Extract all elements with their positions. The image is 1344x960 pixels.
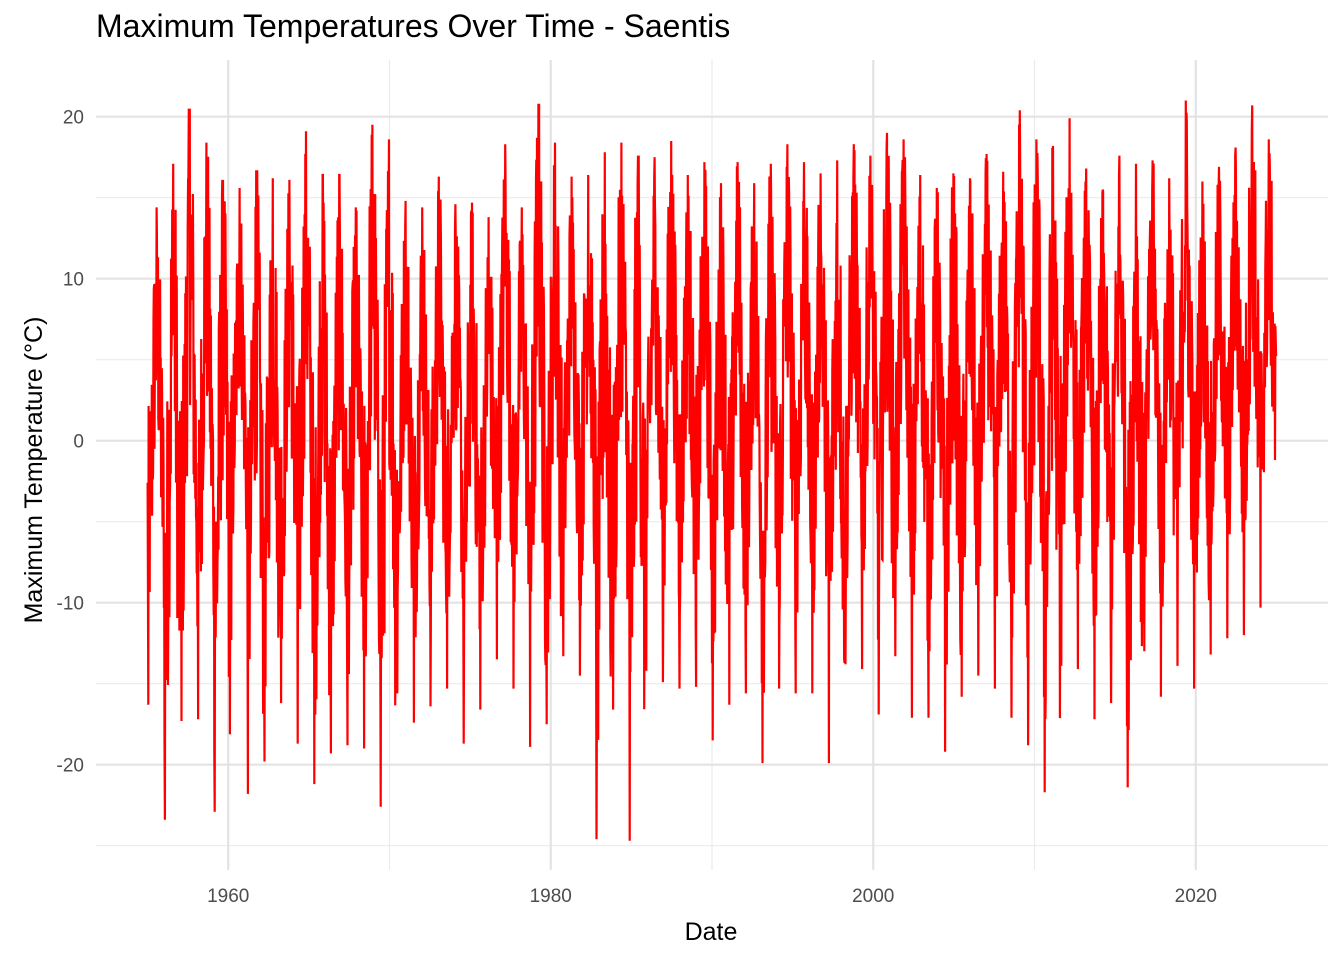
y-tick-label: 0	[73, 432, 84, 453]
x-tick-label: 2000	[852, 886, 894, 907]
y-tick-labels: -20 -10 0 10 20	[57, 108, 84, 777]
series-layer	[146, 100, 1278, 841]
temperature-series-line	[146, 100, 1278, 841]
x-tick-label: 2020	[1175, 886, 1217, 907]
y-tick-label: 20	[63, 108, 84, 129]
chart-title: Maximum Temperatures Over Time - Saentis	[96, 8, 731, 44]
y-tick-label: 10	[63, 270, 84, 291]
x-tick-label: 1980	[530, 886, 572, 907]
x-axis-title: Date	[685, 918, 738, 946]
y-tick-label: -20	[57, 756, 84, 777]
x-tick-labels: 1960 1980 2000 2020	[207, 886, 1217, 907]
y-tick-label: -10	[57, 594, 84, 615]
y-axis-title: Maximum Temperature (°C)	[20, 317, 48, 624]
x-tick-label: 1960	[207, 886, 249, 907]
